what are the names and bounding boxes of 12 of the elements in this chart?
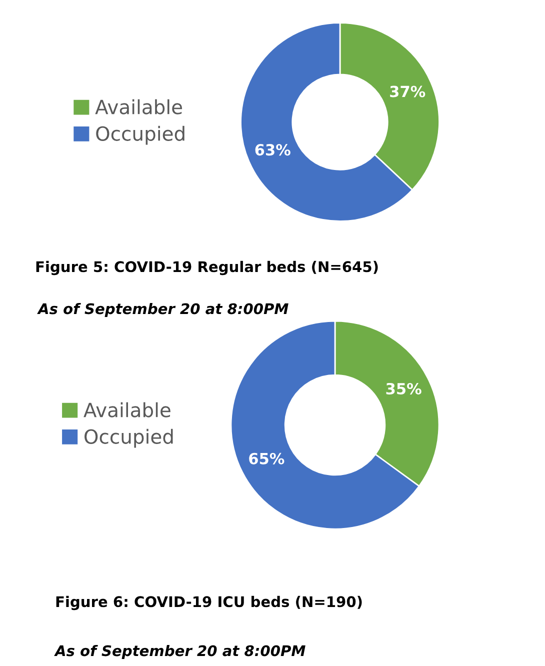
text: As of September 20 at 8:00PM <box>54 644 306 660</box>
data-label: 37% <box>390 86 426 98</box>
legend-label: Available <box>84 402 170 418</box>
legend-label: Occupied <box>96 126 184 145</box>
text: Figure 6: COVID-19 ICU beds (N=190) <box>56 596 362 610</box>
legend-label: Available <box>95 99 182 114</box>
text: As of September 20 at 8:00PM <box>37 302 288 318</box>
data-label: 65% <box>249 452 284 464</box>
legend-label: Occupied <box>84 428 173 448</box>
data-label: 63% <box>255 144 290 156</box>
data-label: 35% <box>386 382 422 394</box>
text: Figure 5: COVID-19 Regular beds (N=645) <box>36 260 378 276</box>
